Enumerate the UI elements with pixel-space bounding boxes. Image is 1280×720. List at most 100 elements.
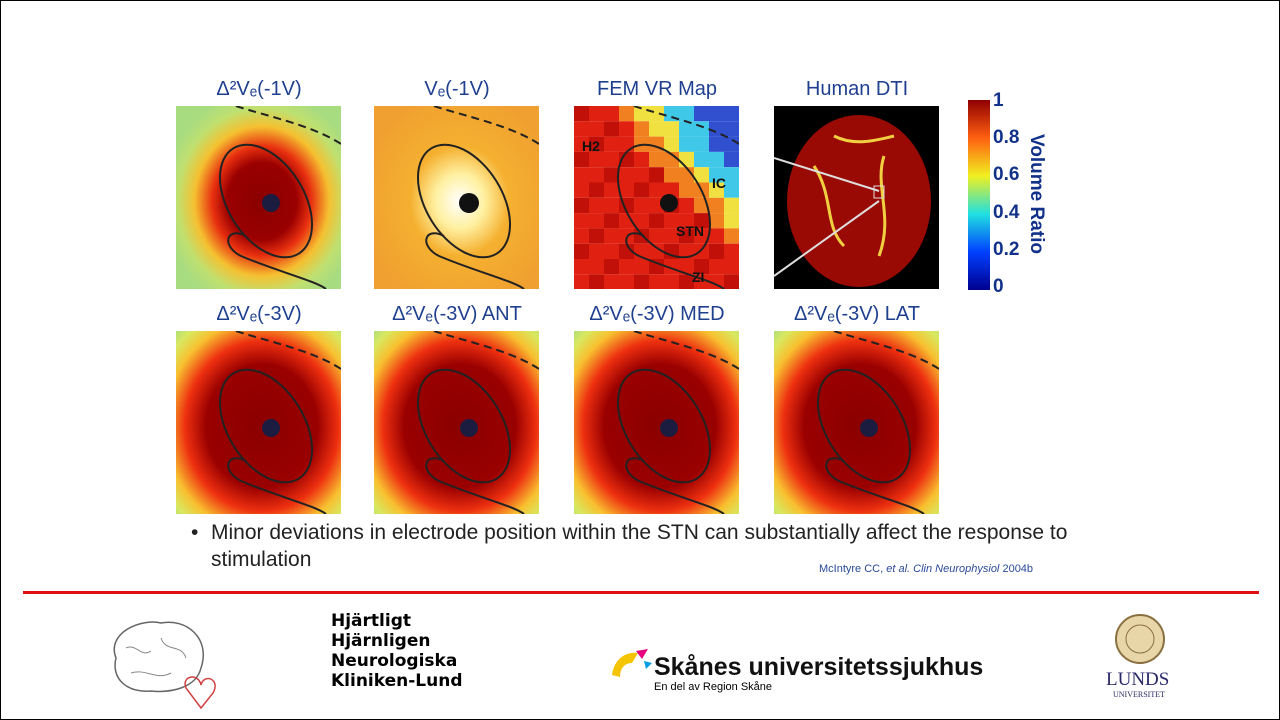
vr-cell	[619, 137, 634, 152]
vr-cell	[649, 228, 664, 243]
vr-cell	[589, 228, 604, 243]
panel-image	[574, 331, 739, 514]
hospital-logo	[608, 645, 652, 679]
vr-cell	[574, 121, 589, 136]
vr-cell	[634, 274, 649, 289]
vr-cell	[709, 244, 724, 259]
hospital-sub: En del av Region Skåne	[654, 681, 772, 693]
vr-cell	[589, 183, 604, 198]
panel-title: Δ²Vₑ(-3V) ANT	[357, 303, 557, 326]
vr-cell	[574, 198, 589, 213]
vr-cell	[694, 244, 709, 259]
vr-cell	[724, 244, 739, 259]
vr-cell	[604, 259, 619, 274]
vr-cell	[634, 228, 649, 243]
panel-image	[374, 331, 539, 514]
slide: Volume Ratio • Minor deviations in elect…	[0, 0, 1280, 720]
vr-cell	[724, 228, 739, 243]
vr-cell	[604, 274, 619, 289]
field	[374, 106, 539, 289]
electrode	[459, 193, 479, 213]
clinic-line: Neurologiska	[331, 651, 463, 671]
panel-image	[176, 106, 341, 289]
vr-cell	[574, 213, 589, 228]
panel-title: Vₑ(-1V)	[357, 78, 557, 101]
vr-cell	[574, 183, 589, 198]
colorbar	[967, 99, 991, 291]
region-label: STN	[676, 223, 704, 239]
colorbar-tick: 1	[993, 90, 1004, 112]
vr-cell	[679, 121, 694, 136]
vr-cell	[589, 152, 604, 167]
vr-cell	[724, 121, 739, 136]
vr-cell	[634, 259, 649, 274]
vr-cell	[574, 106, 589, 121]
field	[176, 331, 341, 514]
vr-cell	[604, 121, 619, 136]
vr-cell	[694, 152, 709, 167]
vr-cell	[649, 183, 664, 198]
panel-image	[774, 106, 939, 289]
field	[176, 106, 341, 289]
electrode	[460, 419, 478, 437]
vr-cell	[664, 137, 679, 152]
vr-cell	[589, 244, 604, 259]
vr-cell	[724, 213, 739, 228]
volume-ratio-label: Volume Ratio	[1025, 99, 1047, 289]
colorbar-tick: 0.6	[993, 164, 1019, 186]
vr-cell	[604, 213, 619, 228]
vr-cell	[709, 137, 724, 152]
vr-cell	[679, 152, 694, 167]
clinic-name: HjärtligtHjärnligenNeurologiskaKliniken-…	[331, 611, 463, 691]
field	[574, 331, 739, 514]
vr-cell	[724, 137, 739, 152]
colorbar-tick: 0.8	[993, 127, 1019, 149]
vr-cell	[724, 274, 739, 289]
vr-cell	[679, 106, 694, 121]
vr-cell	[634, 152, 649, 167]
vr-cell	[604, 198, 619, 213]
region-label: H2	[582, 138, 600, 154]
vr-cell	[649, 213, 664, 228]
vr-cell	[634, 198, 649, 213]
vr-cell	[604, 228, 619, 243]
colorbar-tick: 0	[993, 276, 1004, 298]
university-sub: UNIVERSITET	[1113, 690, 1165, 699]
vr-cell	[724, 167, 739, 182]
vr-cell	[694, 137, 709, 152]
vr-cell	[724, 183, 739, 198]
citation-journal: Clin Neurophysiol	[913, 563, 999, 575]
citation: McIntyre CC, et al. Clin Neurophysiol 20…	[819, 563, 1033, 575]
vr-cell	[664, 274, 679, 289]
vr-cell	[709, 213, 724, 228]
vr-cell	[589, 198, 604, 213]
panel-title: FEM VR Map	[557, 78, 757, 101]
vr-cell	[619, 259, 634, 274]
vr-cell	[589, 121, 604, 136]
region-label: IC	[712, 175, 726, 191]
electrode	[860, 419, 878, 437]
vr-cell	[724, 198, 739, 213]
citation-year: 2004b	[1002, 563, 1033, 575]
vr-cell	[664, 121, 679, 136]
vr-cell	[574, 274, 589, 289]
panel-image	[374, 106, 539, 289]
vr-cell	[604, 106, 619, 121]
vr-cell	[724, 259, 739, 274]
vr-cell	[709, 106, 724, 121]
clinic-line: Hjärtligt	[331, 611, 463, 631]
vr-cell	[574, 167, 589, 182]
university-seal	[1115, 609, 1165, 669]
vr-cell	[574, 152, 589, 167]
vr-cell	[709, 152, 724, 167]
vr-cell	[724, 106, 739, 121]
vr-cell	[634, 106, 649, 121]
divider	[23, 591, 1259, 594]
colorbar-tick: 0.2	[993, 239, 1019, 261]
electrode	[262, 194, 280, 212]
panel-image	[176, 331, 341, 514]
vr-cell	[604, 152, 619, 167]
field	[374, 331, 539, 514]
region-label: ZI	[692, 269, 704, 285]
colorbar-gradient	[968, 100, 990, 290]
